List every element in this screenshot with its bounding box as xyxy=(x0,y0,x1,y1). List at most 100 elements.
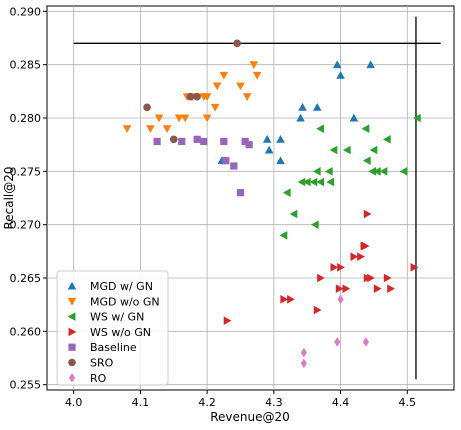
data-points xyxy=(122,39,421,369)
legend-label-ws-w-o-gn: WS w/o GN xyxy=(90,326,151,339)
point-mgd-w-o-gn xyxy=(202,114,212,123)
y-tick-label: 0.285 xyxy=(10,59,42,72)
point-ws-w-gn xyxy=(362,156,371,165)
point-mgd-w-gn xyxy=(276,135,285,143)
y-tick-label: 0.275 xyxy=(10,165,42,178)
point-mgd-w-gn xyxy=(332,60,342,69)
legend-label-mgd-w-gn: MGD w/ GN xyxy=(90,280,153,293)
point-ro xyxy=(334,337,341,347)
point-ws-w-o-gn xyxy=(363,209,372,219)
point-ws-w-gn xyxy=(309,177,318,187)
point-ro xyxy=(300,347,307,358)
x-axis-label: Revenue@20 xyxy=(210,410,290,424)
point-sro xyxy=(143,103,151,112)
y-tick-label: 0.270 xyxy=(10,219,42,232)
point-baseline xyxy=(236,189,245,197)
point-ws-w-o-gn xyxy=(280,295,289,304)
point-sro xyxy=(233,39,241,48)
legend-marker-ro xyxy=(68,373,76,383)
point-ws-w-gn xyxy=(312,167,321,176)
point-mgd-w-o-gn xyxy=(249,61,259,69)
y-tick-label: 0.290 xyxy=(10,5,42,18)
point-mgd-w-gn xyxy=(366,60,375,69)
legend-label-sro: SRO xyxy=(90,357,114,370)
point-ws-w-gn xyxy=(324,167,333,176)
legend-label-mgd-w-o-gn: MGD w/o GN xyxy=(90,295,160,308)
point-ws-w-o-gn xyxy=(410,263,419,272)
y-tick-label: 0.255 xyxy=(10,379,42,392)
point-ws-w-o-gn xyxy=(317,273,325,283)
legend-marker-ws-w-gn xyxy=(67,312,76,321)
point-mgd-w-o-gn xyxy=(122,125,132,133)
point-mgd-w-gn xyxy=(349,113,359,122)
point-baseline xyxy=(200,137,208,146)
point-ws-w-o-gn xyxy=(337,263,345,272)
point-ws-w-o-gn xyxy=(330,263,339,272)
point-mgd-w-o-gn xyxy=(219,71,229,80)
point-mgd-w-o-gn xyxy=(174,114,184,123)
point-ws-w-gn xyxy=(326,177,335,187)
point-baseline xyxy=(178,137,186,146)
point-mgd-w-o-gn xyxy=(242,93,252,101)
point-baseline xyxy=(222,157,230,165)
legend: MGD w/ GN MGD w/o GN WS w/ GN WS w/o GN Base… xyxy=(56,270,169,386)
x-tick-label: 4.0 xyxy=(65,396,83,409)
point-ws-w-gn xyxy=(316,177,324,187)
point-ws-w-gn xyxy=(399,167,408,176)
point-mgd-w-o-gn xyxy=(236,82,245,91)
point-ws-w-o-gn xyxy=(357,252,365,261)
x-tick-label: 4.5 xyxy=(399,396,417,409)
y-axis-ticks: 0.255 0.260 0.265 0.270 0.275 0.280 0.285 0.290 xyxy=(10,5,47,392)
point-ws-w-gn xyxy=(329,145,338,155)
point-ws-w-o-gn xyxy=(335,284,344,293)
point-mgd-w-o-gn xyxy=(162,125,172,133)
point-mgd-w-o-gn xyxy=(154,114,164,123)
point-ws-w-gn xyxy=(282,188,291,197)
point-ro xyxy=(362,337,369,347)
point-ws-w-gn xyxy=(316,124,324,133)
point-mgd-w-gn xyxy=(264,145,274,154)
legend-marker-sro xyxy=(68,358,76,367)
point-ro xyxy=(337,294,344,305)
point-mgd-w-o-gn xyxy=(210,103,220,112)
point-ws-w-o-gn xyxy=(223,316,232,325)
point-ws-w-o-gn xyxy=(350,252,359,261)
point-mgd-w-o-gn xyxy=(146,125,155,133)
point-mgd-w-gn xyxy=(296,113,305,122)
legend-label-baseline: Baseline xyxy=(90,341,137,354)
x-axis-ticks: 4.0 4.1 4.2 4.3 4.4 4.5 xyxy=(65,390,416,409)
legend-label-ro: RO xyxy=(90,372,107,385)
y-tick-label: 0.260 xyxy=(10,325,42,338)
point-baseline xyxy=(193,135,201,143)
x-tick-label: 4.3 xyxy=(265,396,283,409)
point-ws-w-o-gn xyxy=(373,284,382,293)
point-ws-w-gn xyxy=(372,167,381,176)
point-ws-w-o-gn xyxy=(361,241,370,251)
point-ws-w-gn xyxy=(297,177,306,187)
point-mgd-w-gn xyxy=(276,156,285,165)
point-ws-w-gn xyxy=(302,177,311,187)
point-baseline xyxy=(241,137,249,146)
point-ws-w-gn xyxy=(289,209,298,219)
y-tick-label: 0.280 xyxy=(10,112,42,125)
point-ws-w-gn xyxy=(368,167,377,176)
point-sro xyxy=(169,135,178,144)
point-mgd-w-gn xyxy=(336,71,345,79)
x-tick-label: 4.1 xyxy=(132,396,150,409)
point-baseline xyxy=(220,137,228,146)
point-ws-w-o-gn xyxy=(367,273,375,283)
legend-label-ws-w-gn: WS w/ GN xyxy=(90,311,144,324)
legend-marker-mgd-w-o-gn xyxy=(67,297,77,306)
point-ws-w-gn xyxy=(369,145,378,155)
point-sro xyxy=(193,92,201,101)
point-mgd-w-o-gn xyxy=(180,114,190,123)
point-mgd-w-o-gn xyxy=(202,93,212,101)
x-tick-label: 4.4 xyxy=(332,396,350,409)
point-ws-w-gn xyxy=(382,135,391,144)
point-mgd-w-o-gn xyxy=(252,71,262,80)
point-ws-w-o-gn xyxy=(342,284,351,293)
point-ws-w-gn xyxy=(413,113,421,123)
y-axis-label: Recall@20 xyxy=(2,166,16,229)
x-tick-label: 4.2 xyxy=(198,396,216,409)
